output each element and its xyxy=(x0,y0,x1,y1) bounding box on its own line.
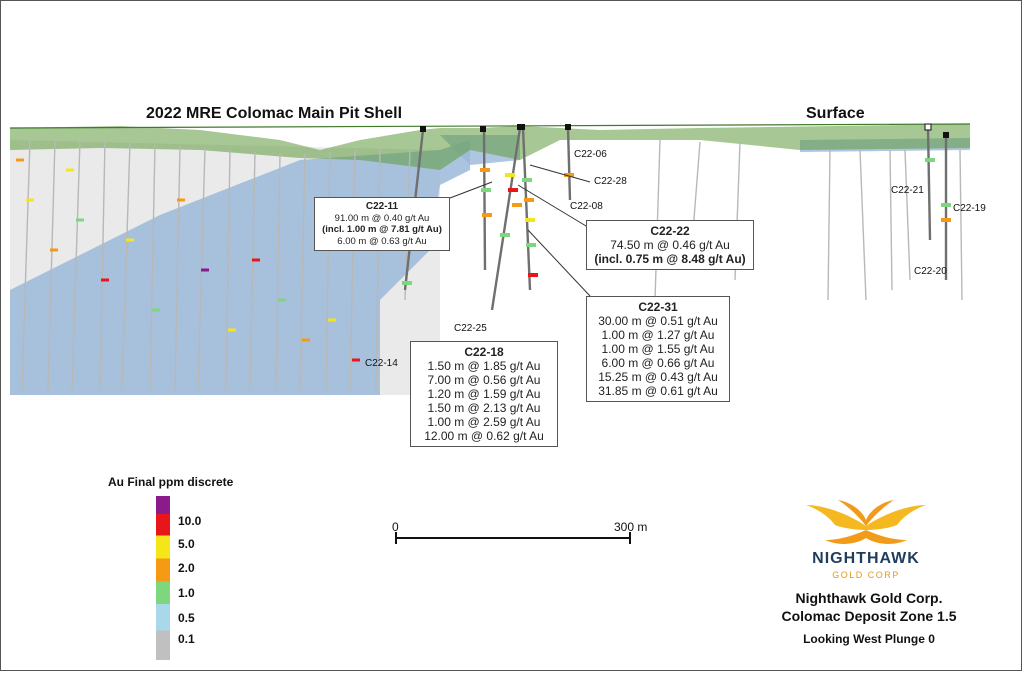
intercept-line: 1.00 m @ 1.27 g/t Au xyxy=(601,328,715,342)
intercept-line: 1.20 m @ 1.59 g/t Au xyxy=(427,387,541,401)
intercept-title: C22-11 xyxy=(365,201,399,212)
intercept-title: C22-22 xyxy=(650,224,690,238)
collar-markers xyxy=(420,123,949,138)
intercept-line: 31.85 m @ 0.61 g/t Au xyxy=(598,384,718,398)
intercept-line: 1.50 m @ 1.85 g/t Au xyxy=(427,359,541,373)
legend-label: 5.0 xyxy=(178,537,195,551)
intercept-line: 1.00 m @ 1.55 g/t Au xyxy=(601,342,715,356)
legend-title: Au Final ppm discrete xyxy=(108,475,234,489)
intercept-line: 15.25 m @ 0.43 g/t Au xyxy=(598,370,718,384)
intercept-line: (incl. 0.75 m @ 8.48 g/t Au) xyxy=(594,252,746,266)
project-name: Colomac Deposit Zone 1.5 xyxy=(781,608,957,624)
hole-label-c22-14: C22-14 xyxy=(365,358,398,369)
surface-title: Surface xyxy=(806,105,865,122)
intercept-title: C22-18 xyxy=(464,345,504,359)
hole-label-c22-25: C22-25 xyxy=(454,323,487,334)
intercept-line: 6.00 m @ 0.66 g/t Au xyxy=(601,356,715,370)
intercept-line: 91.00 m @ 0.40 g/t Au xyxy=(334,212,430,224)
intercept-line: 1.00 m @ 2.59 g/t Au xyxy=(427,415,541,429)
legend-label: 0.5 xyxy=(178,611,195,625)
hole-label-c22-06: C22-06 xyxy=(574,149,607,160)
leader-lines xyxy=(449,164,597,297)
logo-subtitle: GOLD CORP xyxy=(832,570,900,580)
intercept-box-c22-11: C22-11 91.00 m @ 0.40 g/t Au (incl. 1.00… xyxy=(314,197,450,251)
intercept-box-c22-18: C22-18 1.50 m @ 1.85 g/t Au 7.00 m @ 0.5… xyxy=(410,341,558,447)
intercept-line: 30.00 m @ 0.51 g/t Au xyxy=(598,314,718,328)
hole-label-c22-28: C22-28 xyxy=(594,176,627,187)
intercept-line: 7.00 m @ 0.56 g/t Au xyxy=(427,373,541,387)
assay-ticks xyxy=(16,158,360,362)
pit-shell xyxy=(10,124,970,170)
intercept-title: C22-31 xyxy=(638,300,678,314)
intercept-line: 6.00 m @ 0.63 g/t Au xyxy=(337,235,427,247)
legend-label: 2.0 xyxy=(178,561,195,575)
intercept-box-c22-31: C22-31 30.00 m @ 0.51 g/t Au 1.00 m @ 1.… xyxy=(586,296,730,402)
hole-label-c22-21: C22-21 xyxy=(891,185,924,196)
hole-label-c22-08: C22-08 xyxy=(570,201,603,212)
legend-label: 10.0 xyxy=(178,514,202,528)
intercept-line: 74.50 m @ 0.46 g/t Au xyxy=(610,238,730,252)
company-name: Nighthawk Gold Corp. xyxy=(795,590,943,606)
legend-color-bar xyxy=(156,496,170,660)
scale-end-label: 300 m xyxy=(614,520,648,534)
intercept-line: (incl. 1.00 m @ 7.81 g/t Au) xyxy=(322,224,442,235)
hole-label-c22-19: C22-19 xyxy=(953,203,986,214)
nighthawk-logo-wings xyxy=(806,500,926,544)
hole-label-c22-20: C22-20 xyxy=(914,266,947,277)
intercept-line: 12.00 m @ 0.62 g/t Au xyxy=(424,429,544,443)
scale-bar xyxy=(395,532,631,544)
intercept-line: 1.50 m @ 2.13 g/t Au xyxy=(427,401,541,415)
view-orientation: Looking West Plunge 0 xyxy=(803,632,935,646)
legend-label: 1.0 xyxy=(178,586,195,600)
logo-name: NIGHTHAWK xyxy=(812,550,920,567)
scale-start-label: 0 xyxy=(392,520,399,534)
pit-shell-title: 2022 MRE Colomac Main Pit Shell xyxy=(146,105,403,122)
legend-label: 0.1 xyxy=(178,632,195,646)
intercept-box-c22-22: C22-22 74.50 m @ 0.46 g/t Au (incl. 0.75… xyxy=(586,220,754,270)
surface-line xyxy=(9,123,971,129)
